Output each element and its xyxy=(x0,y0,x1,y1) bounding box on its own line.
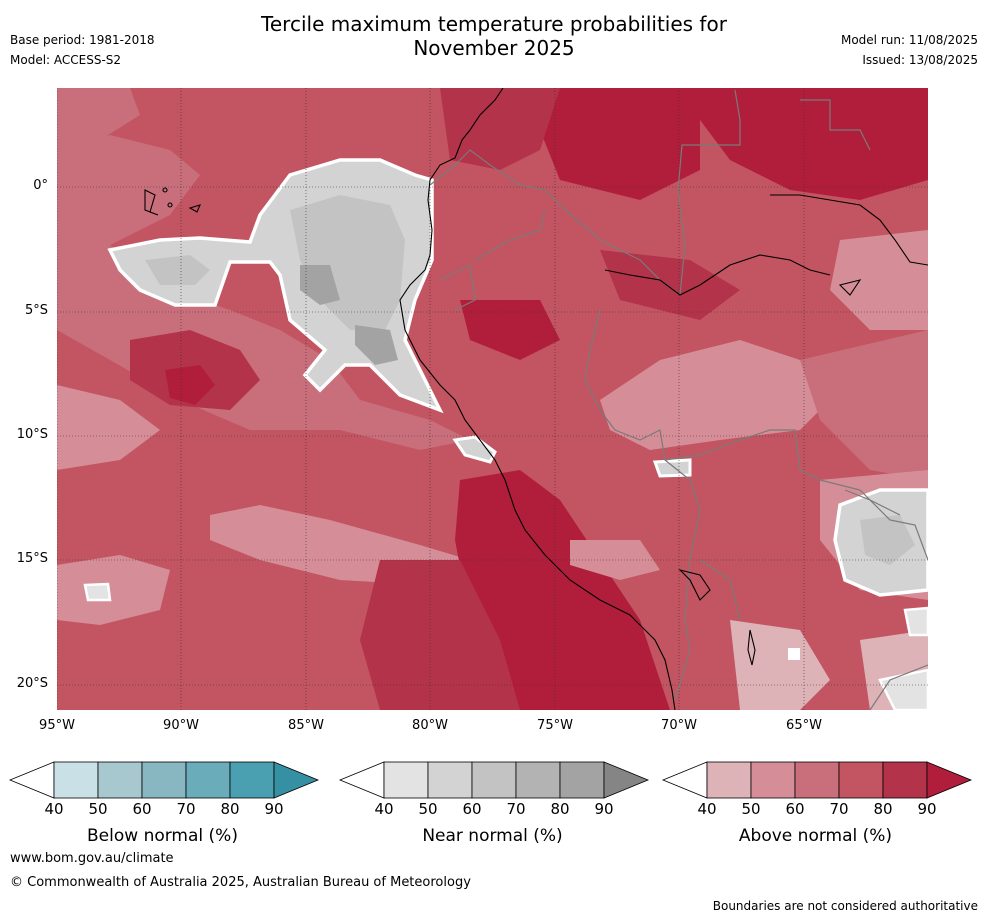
near-normal-bolivia xyxy=(652,458,692,478)
colorbar-extend-high xyxy=(273,761,320,799)
field-far-sw-50 xyxy=(57,555,170,625)
meta-right: Model run: 11/08/2025 Issued: 13/08/2025 xyxy=(841,30,978,70)
lat-label-20s: 20°S xyxy=(16,676,48,691)
colorbar-tick-label: 90 xyxy=(594,800,614,818)
colorbar-tick-label: 90 xyxy=(917,800,937,818)
lon-label-95w: 95°W xyxy=(39,718,75,733)
colorbar-tick-label: 40 xyxy=(44,800,64,818)
colorbar-tick-label: 70 xyxy=(506,800,526,818)
near-normal-paraguay-60 xyxy=(860,515,915,565)
field-inland-90 xyxy=(460,300,560,360)
field-bolivia-50 xyxy=(600,340,830,450)
colorbar-below-normal xyxy=(8,761,320,799)
near-normal-core2-80 xyxy=(355,325,398,365)
lat-label-10s: 10°S xyxy=(16,427,48,442)
field-east-60 xyxy=(800,330,928,480)
field-w-50 xyxy=(57,385,160,470)
colorbar-tick-label: 50 xyxy=(418,800,438,818)
title-line-2: November 2025 xyxy=(413,36,575,60)
field-se-40 xyxy=(730,620,830,710)
copyright-text: © Commonwealth of Australia 2025, Austra… xyxy=(10,875,471,890)
colorbar-bin xyxy=(559,761,605,799)
field-ne-90 xyxy=(700,88,928,200)
lat-label-15s: 15°S xyxy=(16,551,48,566)
colorbar-above-normal xyxy=(661,761,973,799)
colorbar-tick-label: 50 xyxy=(88,800,108,818)
colorbar-title-above: Above normal (%) xyxy=(738,826,893,846)
colorbar-tick-label: 80 xyxy=(220,800,240,818)
colorbar-tick-label: 80 xyxy=(550,800,570,818)
meta-left: Base period: 1981-2018 Model: ACCESS-S2 xyxy=(10,30,155,70)
field-w-60 xyxy=(57,135,200,260)
field-amazon-80 xyxy=(600,250,740,320)
field-east-50 xyxy=(830,230,928,330)
colorbar-bin xyxy=(471,761,517,799)
colorbar-bin xyxy=(229,761,275,799)
near-normal-sw-patch xyxy=(83,582,112,602)
colorbar-extend-low xyxy=(8,761,55,799)
colorbar-tick-label: 50 xyxy=(741,800,761,818)
colorbar-bin xyxy=(515,761,561,799)
colorbar-extend-high xyxy=(926,761,973,799)
colorbar-bin xyxy=(383,761,429,799)
colorbar-tick-label: 40 xyxy=(697,800,717,818)
colorbar-tick-label: 80 xyxy=(873,800,893,818)
colorbar-bin xyxy=(838,761,884,799)
model-run: Model run: 11/08/2025 xyxy=(840,33,978,47)
colorbar-title-below: Below normal (%) xyxy=(87,826,238,846)
colorbar-bin xyxy=(794,761,840,799)
chart-title: Tercile maximum temperature probabilitie… xyxy=(0,12,988,60)
graticule xyxy=(57,88,928,710)
colorbar-bin xyxy=(141,761,187,799)
colorbar-bin xyxy=(882,761,928,799)
field-ocean-90 xyxy=(165,365,215,405)
field-north-90 xyxy=(540,88,700,200)
colorbar-near-normal xyxy=(338,761,650,799)
colorbar-tick-label: 40 xyxy=(374,800,394,818)
colorbar-bin xyxy=(185,761,231,799)
map-field xyxy=(57,88,928,710)
colorbar-tick-label: 70 xyxy=(176,800,196,818)
lon-label-75w: 75°W xyxy=(537,718,573,733)
colorbar-tick-label: 60 xyxy=(462,800,482,818)
base-period: Base period: 1981-2018 xyxy=(10,33,155,47)
field-nw-60 xyxy=(57,88,140,150)
colorbar-bin xyxy=(53,761,99,799)
colorbar-title-near: Near normal (%) xyxy=(422,826,563,846)
colorbar-bin xyxy=(706,761,752,799)
field-coast-80 xyxy=(360,560,520,710)
country-borders xyxy=(429,89,928,710)
colorbar-extend-low xyxy=(338,761,385,799)
lat-label-5s: 5°S xyxy=(24,303,48,318)
lat-label-0: 0° xyxy=(33,178,48,193)
lon-label-70w: 70°W xyxy=(661,718,697,733)
issued-date: Issued: 13/08/2025 xyxy=(862,53,978,67)
lon-label-85w: 85°W xyxy=(288,718,324,733)
white-patch xyxy=(788,648,800,660)
field-coast-90 xyxy=(455,470,670,710)
lon-label-65w: 65°W xyxy=(786,718,822,733)
boundaries-disclaimer: Boundaries are not considered authoritat… xyxy=(712,899,978,913)
colorbar-bin xyxy=(750,761,796,799)
title-line-1: Tercile maximum temperature probabilitie… xyxy=(261,12,727,36)
colorbar-tick-label: 90 xyxy=(264,800,284,818)
near-normal-core-80 xyxy=(300,265,340,305)
coastlines xyxy=(144,88,928,710)
colorbar-bin xyxy=(97,761,143,799)
near-normal-far-se xyxy=(878,668,928,710)
colorbar-bin xyxy=(427,761,473,799)
lon-label-90w: 90°W xyxy=(163,718,199,733)
colorbar-tick-label: 70 xyxy=(829,800,849,818)
near-normal-se-patch xyxy=(903,606,928,637)
lon-label-80w: 80°W xyxy=(412,718,448,733)
colorbars xyxy=(8,761,973,799)
colorbar-extend-high xyxy=(603,761,650,799)
colorbar-extend-low xyxy=(661,761,708,799)
website-link[interactable]: www.bom.gov.au/climate xyxy=(10,851,174,866)
colorbar-tick-label: 60 xyxy=(785,800,805,818)
model-name: Model: ACCESS-S2 xyxy=(10,53,122,67)
colorbar-tick-label: 60 xyxy=(132,800,152,818)
near-normal-west-60 xyxy=(145,255,210,285)
